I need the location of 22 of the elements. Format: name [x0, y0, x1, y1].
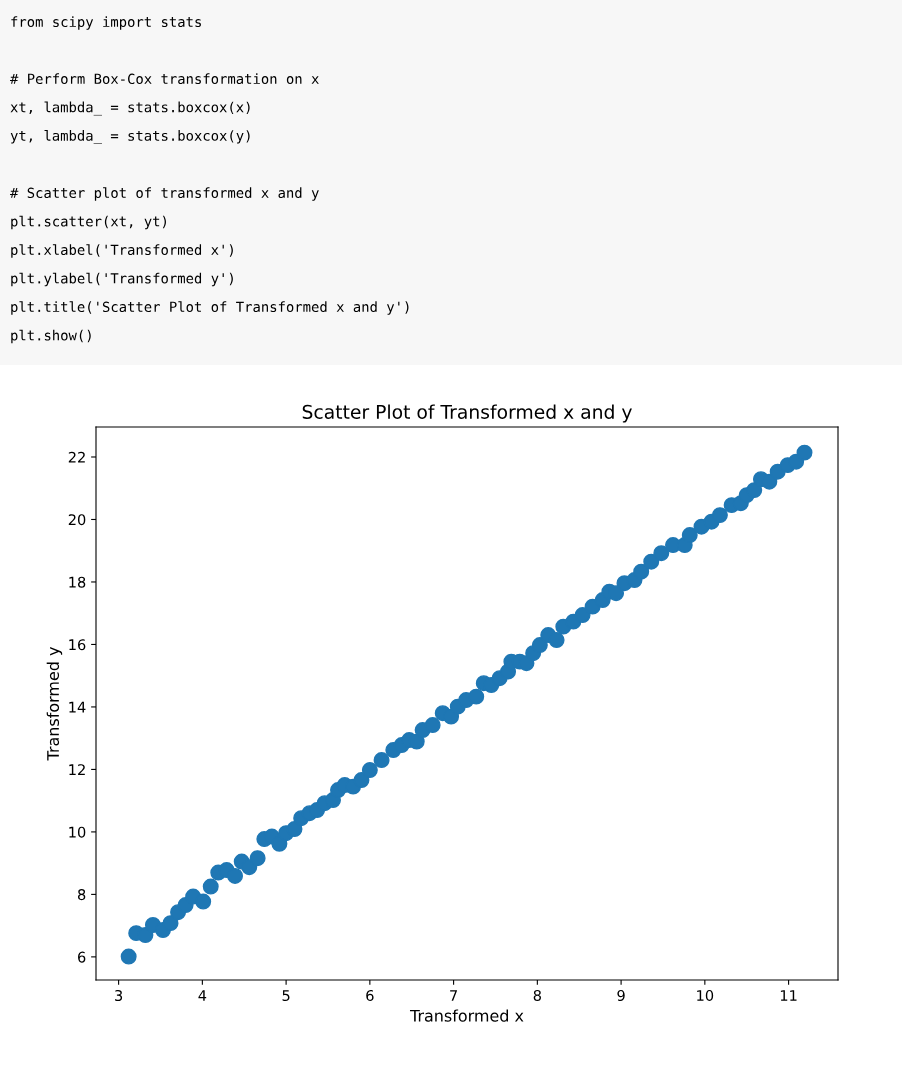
y-tick-label: 10 — [69, 826, 86, 838]
y-tick-label: 18 — [69, 576, 86, 588]
x-tick-label: 7 — [450, 990, 457, 1001]
x-axis-title: Transformed x — [409, 1009, 524, 1022]
y-axis-title: Transformed y — [46, 647, 63, 761]
x-tick-label: 9 — [617, 989, 625, 1002]
y-tick-label: 6 — [78, 951, 86, 963]
x-tick-label: 8 — [533, 989, 541, 1002]
y-tick-label: 22 — [68, 451, 85, 463]
x-tick-label: 10 — [697, 989, 714, 1002]
x-tick-label: 5 — [282, 990, 290, 1002]
x-tick-label: 11 — [780, 990, 797, 1001]
chart-title: Scatter Plot of Transformed x and y — [302, 404, 632, 423]
y-tick-label: 20 — [68, 514, 86, 526]
x-tick-label: 3 — [115, 989, 123, 1002]
x-tick-label: 4 — [198, 990, 207, 1001]
text: from scipy import stats # Perform Box-Cox transformation on x xt, lambda_ = stats.boxcox(x) yt, lambda_ = stats.boxcox(y) # Scatter plot of transformed x and y plt.scatter(xt, yt) plt.xlabel('Transformed x') plt.ylabel('Transformed y') plt.title('Scatter Plot of Transformed x and y') plt.show() — [10, 16, 409, 344]
y-tick-label: 16 — [69, 639, 86, 651]
y-tick-label: 8 — [77, 889, 86, 901]
y-tick-label: 14 — [69, 701, 86, 713]
y-tick-label: 12 — [69, 764, 85, 775]
x-tick-label: 6 — [366, 989, 374, 1002]
